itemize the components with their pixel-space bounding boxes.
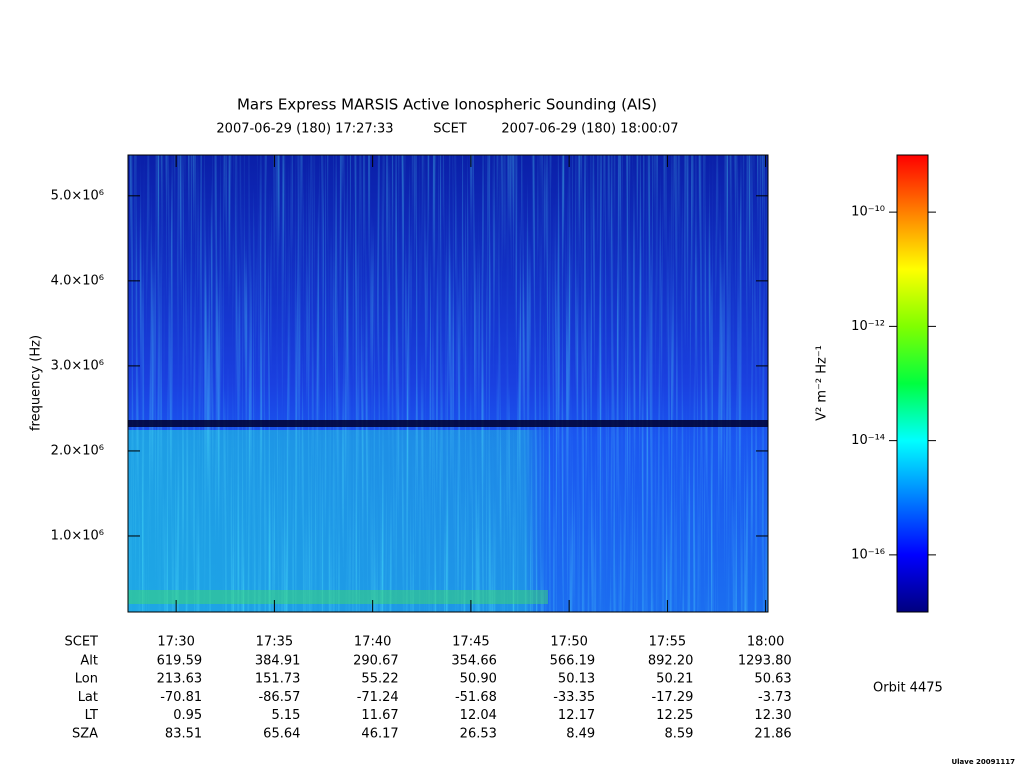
x-tick-label: 18:00 (747, 635, 784, 650)
x-tick-label: 17:55 (649, 635, 686, 650)
ephemeris-label: SCET (65, 635, 99, 650)
x-tick-label: 17:50 (550, 635, 587, 650)
ephemeris-value: 566.19 (550, 654, 596, 669)
ephemeris-value: -33.35 (553, 690, 595, 705)
ephemeris-value: 26.53 (460, 726, 497, 741)
ephemeris-value: 50.21 (656, 672, 693, 687)
spectrogram (128, 155, 768, 612)
y-axis-label: frequency (Hz) (29, 335, 44, 431)
ephemeris-label: Alt (80, 654, 98, 669)
ephemeris-value: 12.04 (460, 708, 497, 723)
ephemeris-value: 1293.80 (738, 654, 792, 669)
ephemeris-value: -71.24 (357, 690, 399, 705)
orbit-label: Orbit 4475 (873, 681, 943, 696)
x-tick-label: 17:35 (256, 635, 293, 650)
y-tick-label: 2.0×10⁶ (51, 443, 104, 458)
colorbar-tick-label: 10⁻¹⁰ (851, 205, 885, 220)
ephemeris-value: 50.90 (460, 672, 497, 687)
ephemeris-value: 8.59 (664, 726, 693, 741)
ephemeris-label: SZA (72, 726, 98, 741)
y-tick-label: 4.0×10⁶ (51, 273, 104, 288)
x-tick-label: 17:40 (354, 635, 391, 650)
ephemeris-label: LT (85, 708, 98, 723)
x-tick-label: 17:30 (157, 635, 194, 650)
time-start: 2007-06-29 (180) 17:27:33 (216, 122, 393, 137)
ephemeris-label: Lat (78, 690, 98, 705)
time-end: 2007-06-29 (180) 18:00:07 (501, 122, 678, 137)
ephemeris-label: Lon (75, 672, 98, 687)
ephemeris-value: 354.66 (451, 654, 497, 669)
colorbar-label: V² m⁻² Hz⁻¹ (815, 345, 830, 421)
footer: Ulave 20091117 (951, 758, 1015, 766)
x-tick-label: 17:45 (452, 635, 489, 650)
ephemeris-value: 892.20 (648, 654, 694, 669)
ephemeris-value: 5.15 (271, 708, 300, 723)
y-tick-label: 5.0×10⁶ (51, 188, 104, 203)
ephemeris-value: 83.51 (165, 726, 202, 741)
colorbar-tick-label: 10⁻¹² (851, 319, 885, 334)
ephemeris-value: -70.81 (160, 690, 202, 705)
chart-title: Mars Express MARSIS Active Ionospheric S… (237, 96, 657, 114)
ephemeris-value: 290.67 (353, 654, 399, 669)
ephemeris-value: 619.59 (157, 654, 203, 669)
colorbar-tick-label: 10⁻¹⁶ (851, 547, 885, 562)
ephemeris-value: -51.68 (455, 690, 497, 705)
ephemeris-value: 11.67 (361, 708, 398, 723)
ephemeris-value: 151.73 (255, 672, 301, 687)
ephemeris-value: 55.22 (361, 672, 398, 687)
ephemeris-value: 12.30 (754, 708, 791, 723)
y-tick-label: 1.0×10⁶ (51, 528, 104, 543)
ephemeris-value: 50.13 (558, 672, 595, 687)
ephemeris-value: 46.17 (361, 726, 398, 741)
ephemeris-value: -86.57 (258, 690, 300, 705)
ephemeris-value: 8.49 (566, 726, 595, 741)
ephemeris-value: 50.63 (754, 672, 791, 687)
colorbar (896, 154, 929, 613)
ephemeris-value: 213.63 (157, 672, 203, 687)
ephemeris-value: 65.64 (263, 726, 300, 741)
time-system: SCET (433, 122, 467, 137)
ephemeris-value: 384.91 (255, 654, 301, 669)
ephemeris-value: 0.95 (173, 708, 202, 723)
ephemeris-value: 12.17 (558, 708, 595, 723)
ephemeris-value: 12.25 (656, 708, 693, 723)
colorbar-tick-label: 10⁻¹⁴ (851, 433, 885, 448)
ephemeris-value: -3.73 (758, 690, 792, 705)
ephemeris-value: -17.29 (651, 690, 693, 705)
ephemeris-value: 21.86 (754, 726, 791, 741)
y-tick-label: 3.0×10⁶ (51, 358, 104, 373)
plot-frame (127, 154, 769, 613)
